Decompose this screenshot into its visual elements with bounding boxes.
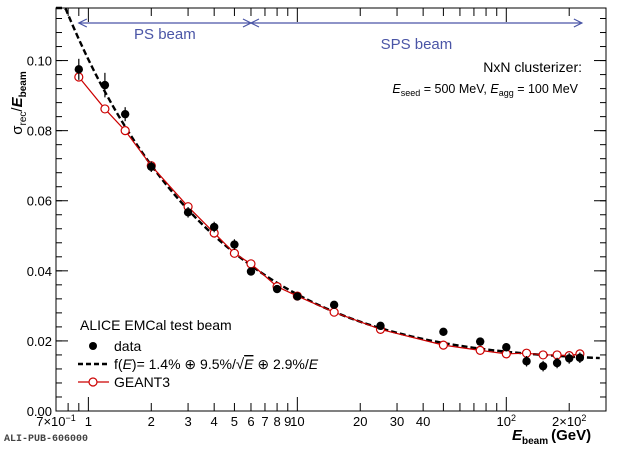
data-point [74,65,84,74]
y-label-E: E [9,96,26,107]
x-tick-label: 1 [85,414,92,429]
y-label-slash: / [9,107,26,112]
legend-title: ALICE EMCal test beam [80,317,232,333]
x-axis-ticks: 7×10−1 1 2 3 4 5 6 7 8 910 20 30 40 102 2×102 [36,8,607,429]
fit-label-mid: )= 1.4% ⊕ 9.5%/ [132,356,236,372]
fit-label-end-E: E [309,356,319,372]
data-point [329,300,339,310]
data-point [183,208,193,217]
data-point [575,353,585,362]
footer-code: ALI-PUB-606000 [4,434,88,445]
y-tick-label: 0.04 [27,264,52,279]
x-label-unit: (GeV) [551,427,591,444]
beam-range-annotations [77,18,584,28]
data-point [376,321,385,331]
data-point [475,337,485,346]
x-tick-label: 7 [261,414,268,429]
clusterizer-title: NxN clusterizer: [483,59,582,75]
data-point [147,162,156,171]
data-point [100,80,110,90]
y-label-sigma: σ [9,125,26,135]
x-tick-label: 6 [247,414,254,429]
x-label-E: E [512,427,523,444]
y-axis-ticks: 0.00 0.02 0.04 0.06 0.08 0.10 [27,18,606,419]
geant3-point [475,345,485,355]
x-tick-label: 30 [390,414,404,429]
x-tick-label: 10 [290,414,304,429]
x-tick-label: 2 [148,414,155,429]
x-tick-label: 3 [184,414,191,429]
data-point [246,267,256,276]
y-tick-label: 0.10 [27,54,52,69]
legend-geant-marker [88,377,98,387]
seed-sub: seed [401,88,421,98]
x-tick-label: 4 [211,414,218,429]
ps-beam-label: PS beam [134,26,196,43]
geant3-point [246,259,256,269]
x-tick-label: 40 [416,414,430,429]
agg-sub: agg [499,88,514,98]
sps-beam-label: SPS beam [381,36,453,53]
data-point [230,240,239,249]
x-tick-label-exponent: −1 [66,413,76,423]
sps-beam-arrow-head-left [249,18,260,28]
data-point [565,354,574,363]
data-point [120,109,130,119]
agg-value: = 100 MeV [514,82,579,96]
geant3-point [538,350,548,360]
fit-label-sqrt-sign: √ [236,356,245,373]
data-point [552,358,562,368]
data-point [439,327,448,337]
y-tick-label: 0.08 [27,124,52,139]
geant3-point [100,104,110,114]
data-point [538,361,548,371]
geant3-point [438,340,448,350]
data-point [502,343,511,352]
legend-fit-label: f(E)= 1.4% ⊕ 9.5%/√E ⊕ 2.9%/E [114,356,319,373]
x-tick-label-exponent: 2 [511,413,516,423]
x-tick-label: 8 [273,414,280,429]
x-tick-label-exponent: 2 [581,413,586,423]
data-point [272,284,282,294]
geant3-point [120,126,130,136]
legend-data-label: data [114,338,141,354]
fit-label-E: E [123,356,133,372]
x-tick-label: 20 [353,414,367,429]
geant3-point [229,248,240,258]
x-tick-label: 9 [284,414,291,429]
y-label-sub1: rec [18,112,29,126]
clusterizer-params: Eseed = 500 MeV, Eagg = 100 MeV [392,82,578,98]
x-label-sub: beam [522,436,548,446]
y-label-sub2: beam [18,71,29,97]
geant3-point [329,307,339,317]
x-axis-label: Ebeam (GeV) [512,427,591,446]
x-tick-label: 5 [231,414,238,429]
geant3-point [521,348,532,358]
seed-value: = 500 MeV, [420,82,490,96]
y-tick-label: 0.00 [27,404,52,419]
seed-E: E [392,82,401,96]
sps-beam-arrow-head-right [573,18,584,28]
y-axis-label: σrec/Ebeam [9,71,29,135]
data-point [522,357,531,366]
legend-data-marker [89,342,97,350]
fit-label-end: ⊕ 2.9%/ [253,356,308,372]
fit-label-prefix: f( [114,356,123,372]
geant3-point [552,350,562,360]
data-point [293,292,302,301]
legend-geant-label: GEANT3 [114,374,170,390]
ps-beam-arrow-head-left [77,18,88,28]
data-point [209,222,219,232]
agg-E: E [490,82,499,96]
y-tick-label: 0.02 [27,334,52,349]
fit-label-sqrtE: E [244,356,254,372]
plot-frame [55,7,607,412]
y-tick-label: 0.06 [27,194,52,209]
x-tick-label: 2×102 [552,413,586,429]
legend: ALICE EMCal test beam data f(E)= 1.4% ⊕ … [78,317,319,390]
data-series-layer [74,58,585,372]
